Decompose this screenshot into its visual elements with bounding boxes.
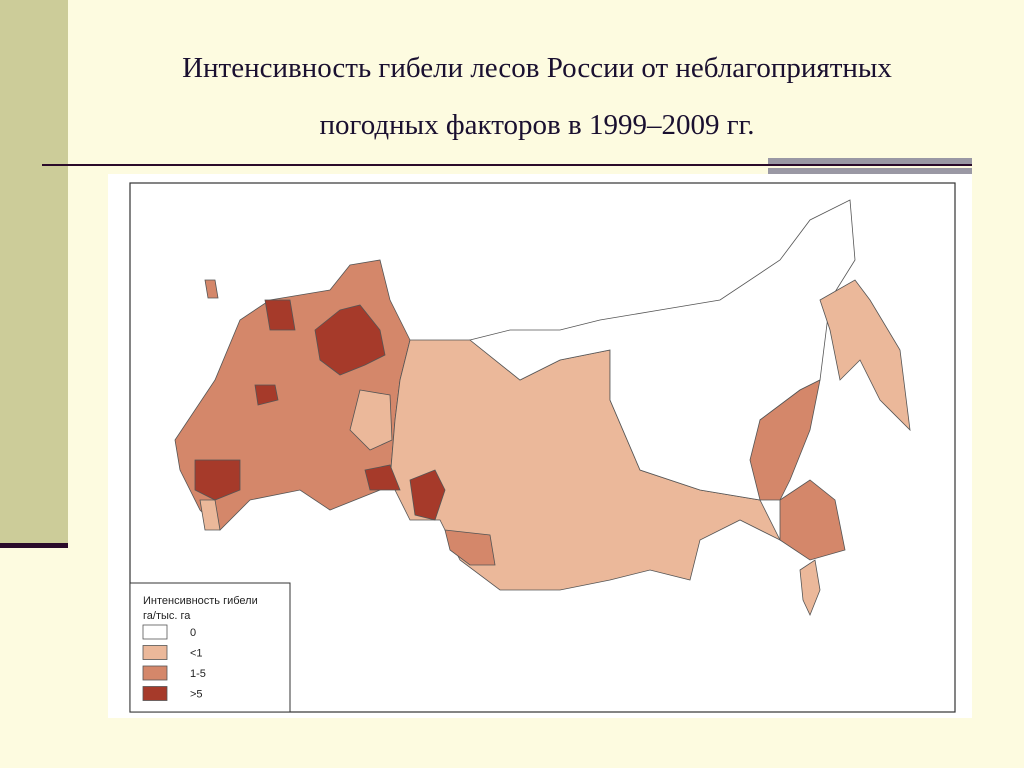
region [204,279,219,299]
legend-title: га/тыс. га [143,610,191,622]
region [444,529,496,566]
legend-label: <1 [190,648,203,660]
region [199,499,221,531]
legend-swatch [142,665,168,681]
region [254,384,279,406]
map-frame [129,182,956,713]
map [174,199,911,617]
region [799,559,821,617]
side-band [0,0,68,545]
region [749,379,821,501]
accent-bar [768,168,972,174]
legend-label: >5 [190,689,203,701]
legend-label: 0 [190,627,196,639]
legend: 0 <1 1-5 >5 [142,624,206,701]
region [364,464,401,491]
legend-label: 1-5 [190,668,206,680]
legend-title: Интенсивность гибели [143,595,258,607]
region [819,279,911,432]
region [349,389,393,451]
slide-title: Интенсивность гибели лесов России от неб… [100,40,974,154]
title-line: погодных факторов в 1999–2009 гг. [319,109,755,141]
legend-swatch [142,624,168,640]
title-line: Интенсивность гибели лесов России от неб… [182,52,892,84]
legend-swatch [142,645,168,660]
region [314,304,386,376]
region [264,299,296,331]
side-rule [0,543,68,548]
region [409,469,446,521]
legend-swatch [142,686,168,701]
title-rule [42,164,972,166]
accent-bar [768,158,972,164]
region [194,459,241,501]
region [779,479,846,561]
